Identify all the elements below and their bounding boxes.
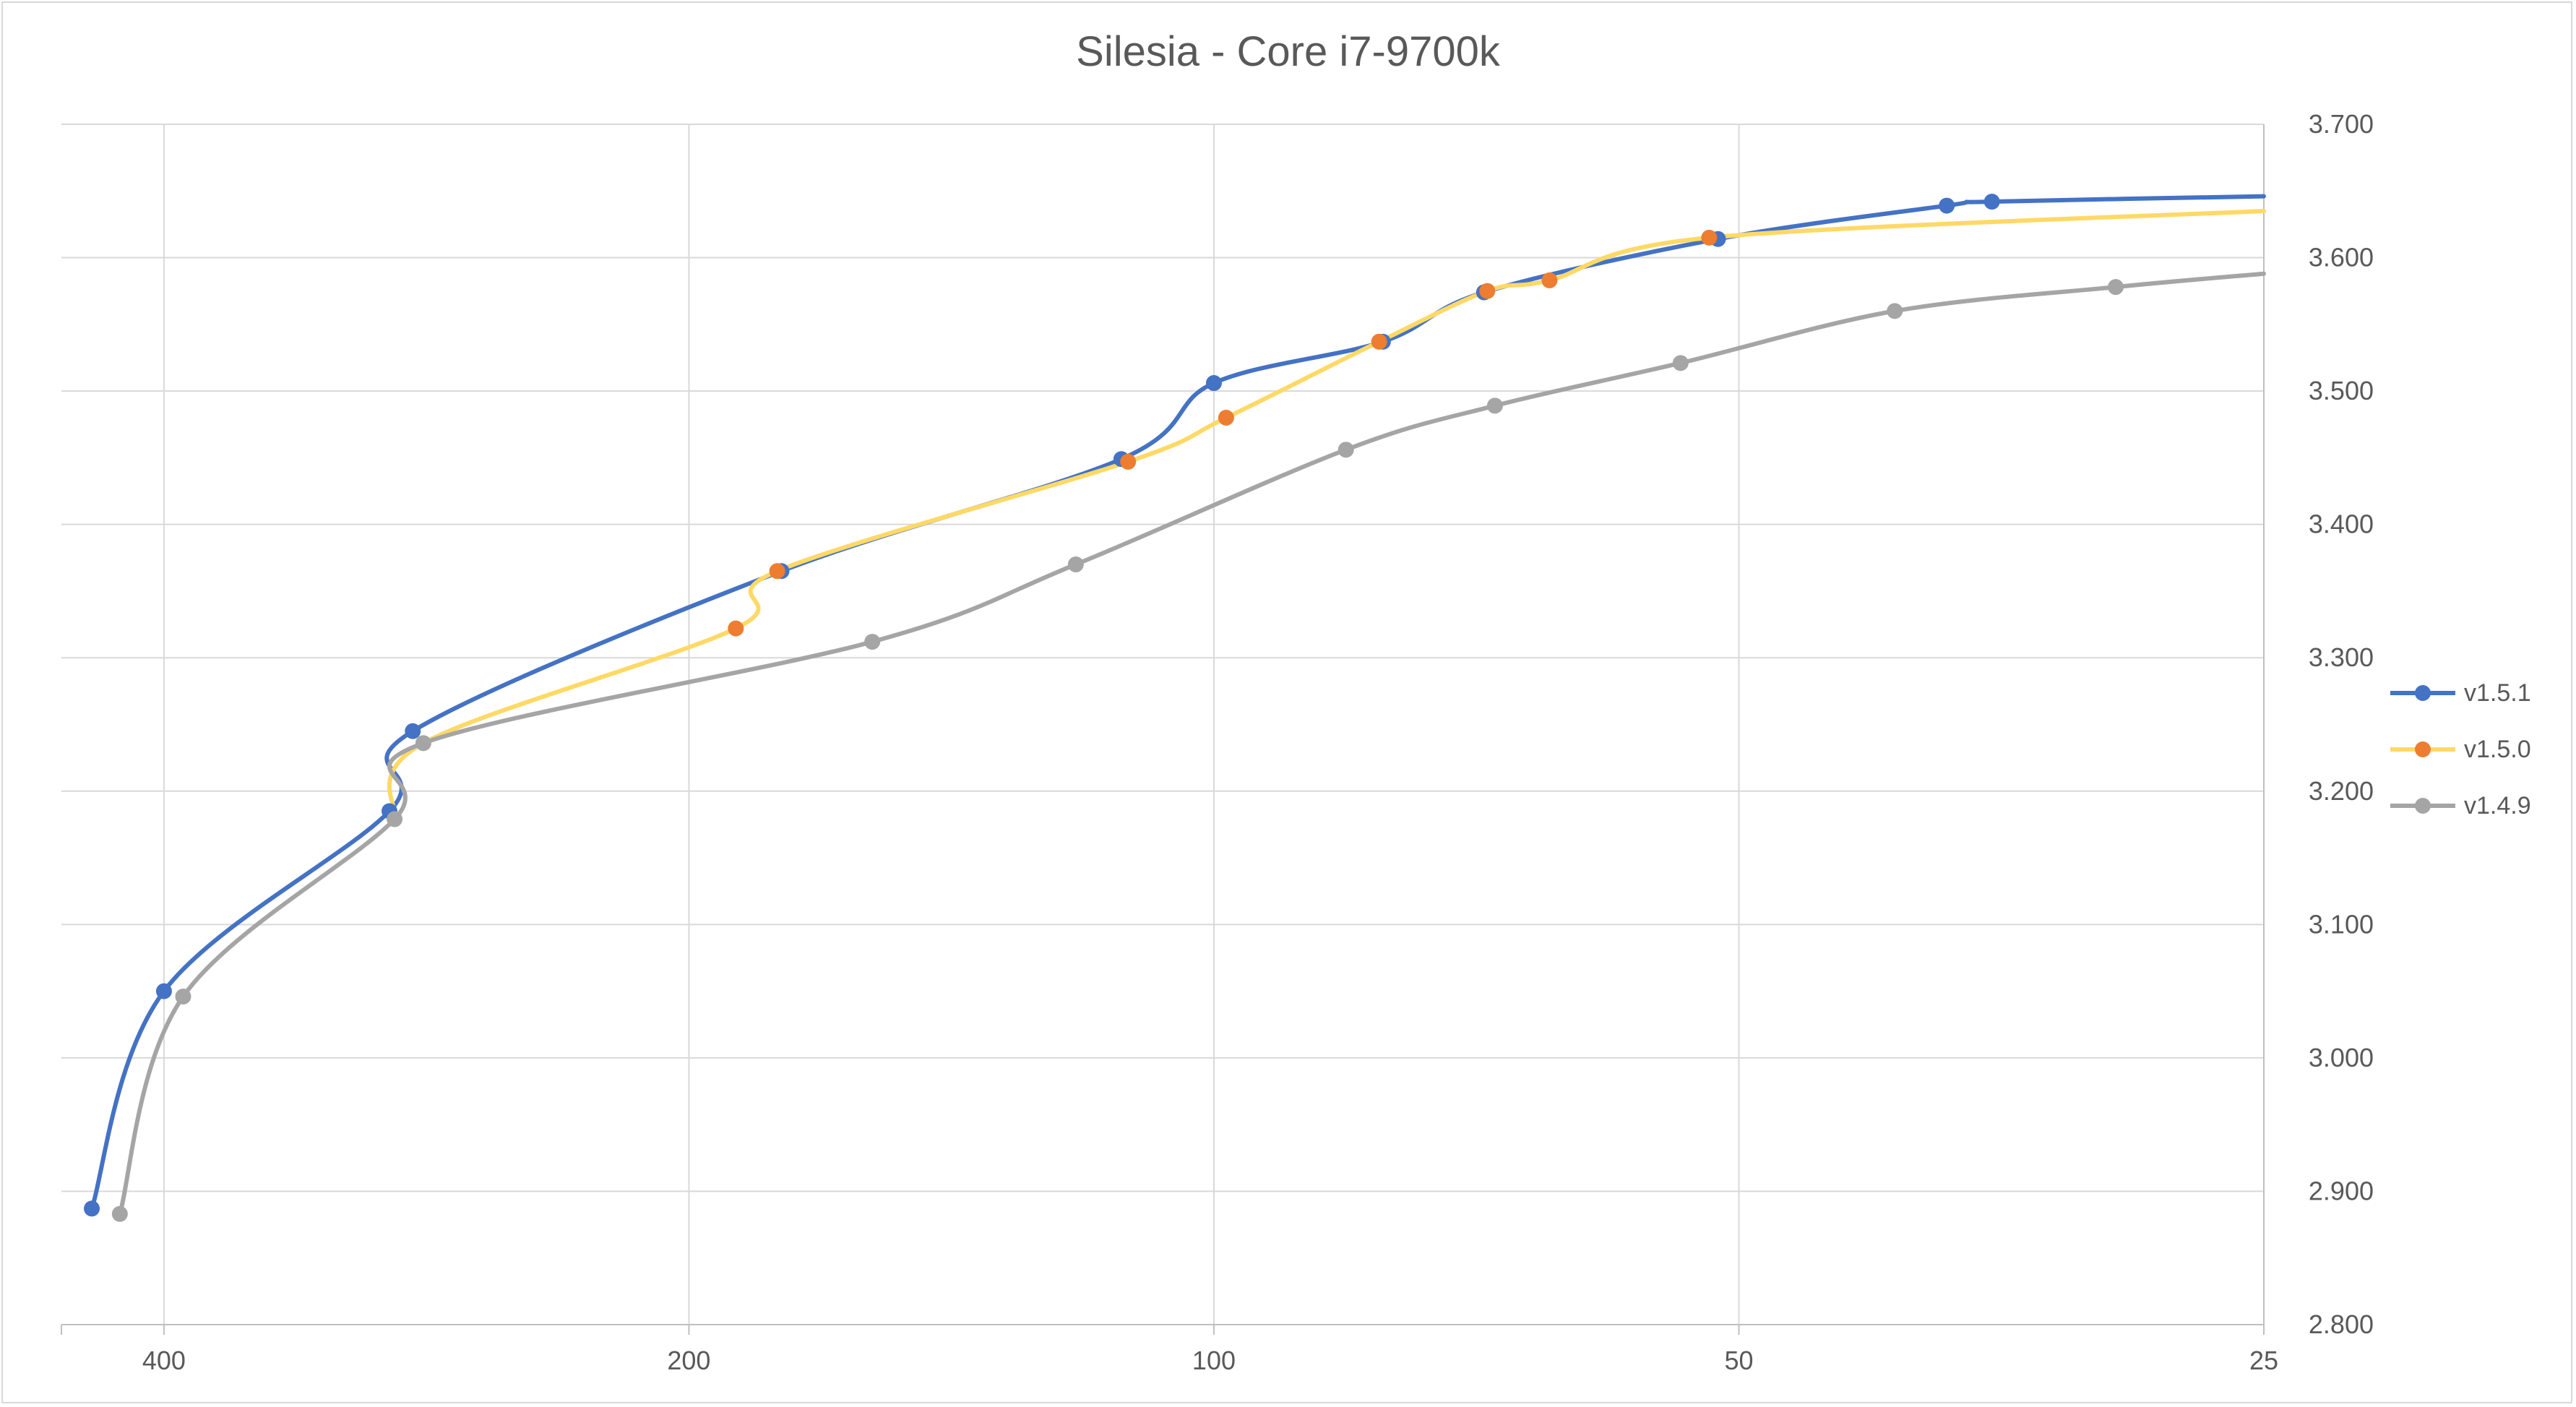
y-tick-label: 3.000	[2309, 1043, 2374, 1072]
data-point-s2	[175, 988, 191, 1004]
series-line-0	[90, 194, 2266, 1211]
data-point-s2	[864, 634, 881, 650]
data-point-s1	[1541, 272, 1558, 288]
y-tick-label: 3.400	[2309, 509, 2374, 539]
data-point-s1	[1371, 333, 1387, 350]
data-point-s0	[155, 983, 172, 999]
legend-label: v1.5.1	[2464, 679, 2531, 707]
data-point-s0	[1939, 197, 1955, 214]
legend-swatch-v149	[2390, 798, 2455, 814]
y-tick-label: 2.800	[2309, 1309, 2374, 1339]
chart-title: Silesia - Core i7-9700k	[1076, 28, 1500, 75]
data-point-s1	[1479, 283, 1496, 299]
data-point-s2	[387, 811, 403, 827]
legend-swatch-v151	[2390, 685, 2455, 701]
data-point-s0	[1205, 375, 1222, 392]
series-line-1	[387, 208, 2266, 820]
data-point-s1	[1701, 229, 1718, 246]
data-point-s1	[728, 620, 744, 637]
legend-item: v1.5.0	[2390, 721, 2531, 778]
legend: v1.5.1 v1.5.0 v1.4.9	[2390, 665, 2531, 834]
data-point-s0	[405, 723, 421, 739]
y-tick-label: 3.300	[2309, 642, 2374, 672]
legend-item: v1.5.1	[2390, 665, 2531, 721]
data-point-s0	[84, 1200, 100, 1217]
axes	[61, 124, 2265, 1335]
legend-item: v1.4.9	[2390, 778, 2531, 834]
data-point-s2	[1672, 355, 1689, 371]
data-point-s2	[1486, 397, 1503, 414]
y-tick-label: 3.200	[2309, 776, 2374, 806]
y-tick-label: 3.600	[2309, 243, 2374, 272]
series-line-2	[117, 271, 2266, 1216]
y-tick-label: 2.900	[2309, 1176, 2374, 1205]
data-point-s0	[1983, 194, 2000, 210]
data-point-s2	[111, 1205, 128, 1222]
data-point-s2	[1067, 556, 1084, 573]
data-point-s2	[1887, 303, 1903, 319]
legend-swatch-v150	[2390, 741, 2455, 757]
x-tick-label: 200	[667, 1346, 710, 1375]
data-point-s2	[2108, 279, 2124, 296]
x-tick-label: 100	[1192, 1346, 1236, 1375]
x-tick-label: 400	[142, 1346, 186, 1375]
data-point-s2	[415, 735, 431, 752]
tick-labels: 2.800 2.900 3.000 3.100 3.200 3.300 3.400 3.500…	[142, 109, 2374, 1375]
x-tick-label: 50	[1724, 1346, 1753, 1375]
y-tick-label: 3.500	[2309, 376, 2374, 405]
y-tick-label: 3.100	[2309, 909, 2374, 939]
x-tick-label: 25	[2249, 1346, 2278, 1375]
data-point-s1	[1120, 453, 1137, 470]
data-point-s1	[769, 563, 785, 580]
legend-label: v1.4.9	[2464, 791, 2531, 819]
data-point-s1	[1218, 410, 1234, 426]
data-point-s2	[1337, 442, 1354, 458]
series-lines	[90, 194, 2266, 1216]
legend-label: v1.5.0	[2464, 735, 2531, 763]
series-points	[84, 194, 2124, 1222]
y-tick-label: 3.700	[2309, 109, 2374, 139]
